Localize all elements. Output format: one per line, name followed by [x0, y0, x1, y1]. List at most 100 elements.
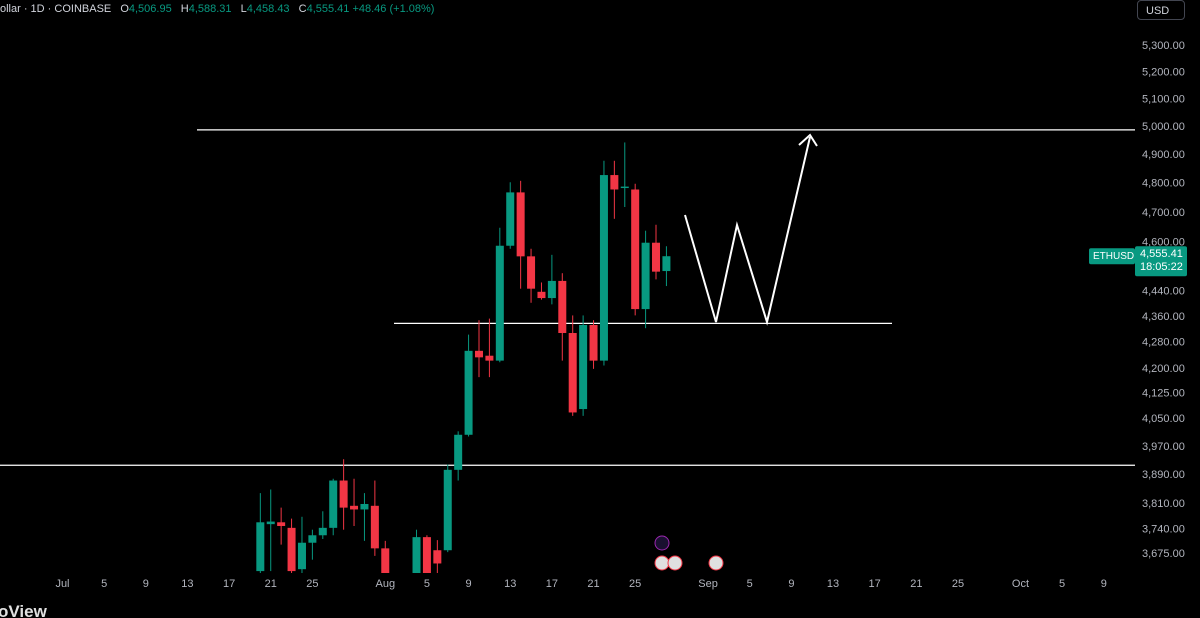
- candle-body: [527, 256, 536, 289]
- x-tick-label: Jul: [55, 578, 69, 590]
- x-tick-label: 9: [788, 578, 794, 590]
- candle-body: [589, 324, 598, 361]
- candle-body: [506, 192, 515, 246]
- plot-area: [0, 129, 1135, 573]
- candle-body: [350, 505, 359, 510]
- x-tick-label: 5: [747, 578, 753, 590]
- candle-body: [652, 242, 661, 272]
- ohlc-value: 4,588.31: [188, 3, 232, 15]
- ohlc-key: L: [240, 3, 247, 15]
- candle-body: [308, 535, 317, 543]
- candle-body: [610, 175, 619, 190]
- candle-body: [454, 434, 463, 470]
- candle-body: [433, 550, 442, 564]
- candle-body: [495, 245, 504, 361]
- y-tick-label: 4,050.00: [1142, 413, 1185, 425]
- y-tick-label: 4,800.00: [1142, 178, 1185, 190]
- candle-body: [641, 242, 650, 310]
- candle-body: [381, 548, 390, 573]
- event-icons: [654, 535, 724, 571]
- chart: 5,300.00 5,200.00 5,100.00 5,000.00 4,900.00…: [0, 40, 1187, 590]
- x-tick-label: Sep: [698, 578, 718, 590]
- symbol-info: ollar · 1D · COINBASE: [0, 3, 112, 15]
- y-tick-label: 4,700.00: [1142, 207, 1185, 219]
- x-tick-label: 5: [424, 578, 430, 590]
- x-tick-label: 13: [504, 578, 516, 590]
- y-tick-label: 4,600.00: [1142, 237, 1185, 249]
- x-tick-label: 25: [306, 578, 318, 590]
- y-tick-label: 5,100.00: [1142, 94, 1185, 106]
- x-tick-label: 9: [466, 578, 472, 590]
- x-tick-label: 17: [223, 578, 235, 590]
- x-tick-label: 13: [827, 578, 839, 590]
- ohlc-value: 4,555.41: [306, 3, 350, 15]
- candle-body: [360, 503, 369, 510]
- x-tick-label: 17: [869, 578, 881, 590]
- y-tick-label: 3,810.00: [1142, 498, 1185, 510]
- y-tick-label: 3,970.00: [1142, 441, 1185, 453]
- candle-body: [474, 350, 483, 358]
- candle-body: [516, 192, 525, 257]
- x-tick-label: 9: [143, 578, 149, 590]
- x-tick-label: Oct: [1012, 578, 1029, 590]
- ohlc-value: 4,506.95: [128, 3, 172, 15]
- candle-body: [329, 480, 338, 528]
- candle-body: [256, 522, 265, 572]
- watermark: oView: [0, 602, 47, 618]
- candle-body: [599, 175, 608, 361]
- candle-body: [287, 527, 296, 572]
- candle-body: [370, 505, 379, 549]
- candle-body: [412, 537, 421, 573]
- y-tick-label: 4,900.00: [1142, 149, 1185, 161]
- x-tick-label: 21: [587, 578, 599, 590]
- x-tick-label: 21: [265, 578, 277, 590]
- candle-body: [547, 280, 556, 299]
- x-tick-label: Aug: [375, 578, 395, 590]
- candle-body: [464, 350, 473, 435]
- y-tick-label: 4,440.00: [1142, 286, 1185, 298]
- candle-body: [297, 542, 306, 570]
- candle-body: [631, 189, 640, 310]
- y-tick-label: 5,000.00: [1142, 121, 1185, 133]
- candle-body: [537, 291, 546, 299]
- ohlc-key: O: [120, 3, 129, 15]
- candle-body: [443, 469, 452, 551]
- candle-body: [568, 333, 577, 413]
- legend-header: ollar · 1D · COINBASE O4,506.95 H4,588.3…: [0, 3, 434, 15]
- price-tag-symbol-bg: [1089, 248, 1135, 265]
- arrow-head: [798, 133, 818, 147]
- ohlc-key: H: [180, 3, 189, 15]
- candle-body: [558, 280, 567, 334]
- y-tick-label: 3,890.00: [1142, 469, 1185, 481]
- change: +48.46 (+1.08%): [352, 3, 435, 15]
- y-tick-label: 4,360.00: [1142, 311, 1185, 323]
- candle-body: [620, 186, 629, 189]
- price-tag-countdown: 18:05:22: [1140, 261, 1183, 273]
- candle-body: [266, 521, 275, 525]
- y-tick-label: 4,280.00: [1142, 337, 1185, 349]
- candle-body: [485, 355, 494, 361]
- x-tick-label: 25: [629, 578, 641, 590]
- candle-body: [277, 522, 286, 526]
- x-tick-label: 17: [546, 578, 558, 590]
- x-tick-label: 21: [910, 578, 922, 590]
- x-tick-label: 9: [1101, 578, 1107, 590]
- candle-body: [318, 527, 327, 536]
- ohlc-key: C: [298, 3, 307, 15]
- currency-button[interactable]: USD: [1137, 0, 1185, 20]
- y-tick-label: 5,300.00: [1142, 40, 1185, 52]
- x-tick-label: 25: [952, 578, 964, 590]
- y-tick-label: 5,200.00: [1142, 67, 1185, 79]
- y-tick-label: 4,200.00: [1142, 363, 1185, 375]
- candle-body: [662, 256, 671, 272]
- w-pattern: [684, 136, 811, 326]
- y-tick-label: 4,125.00: [1142, 388, 1185, 400]
- candle-body: [339, 480, 348, 508]
- y-tick-label: 3,740.00: [1142, 524, 1185, 536]
- drawing: [684, 133, 818, 326]
- x-tick-label: 5: [1059, 578, 1065, 590]
- candle-body: [579, 324, 588, 410]
- price-tag-value: 4,555.41: [1140, 248, 1183, 260]
- x-tick-label: 5: [101, 578, 107, 590]
